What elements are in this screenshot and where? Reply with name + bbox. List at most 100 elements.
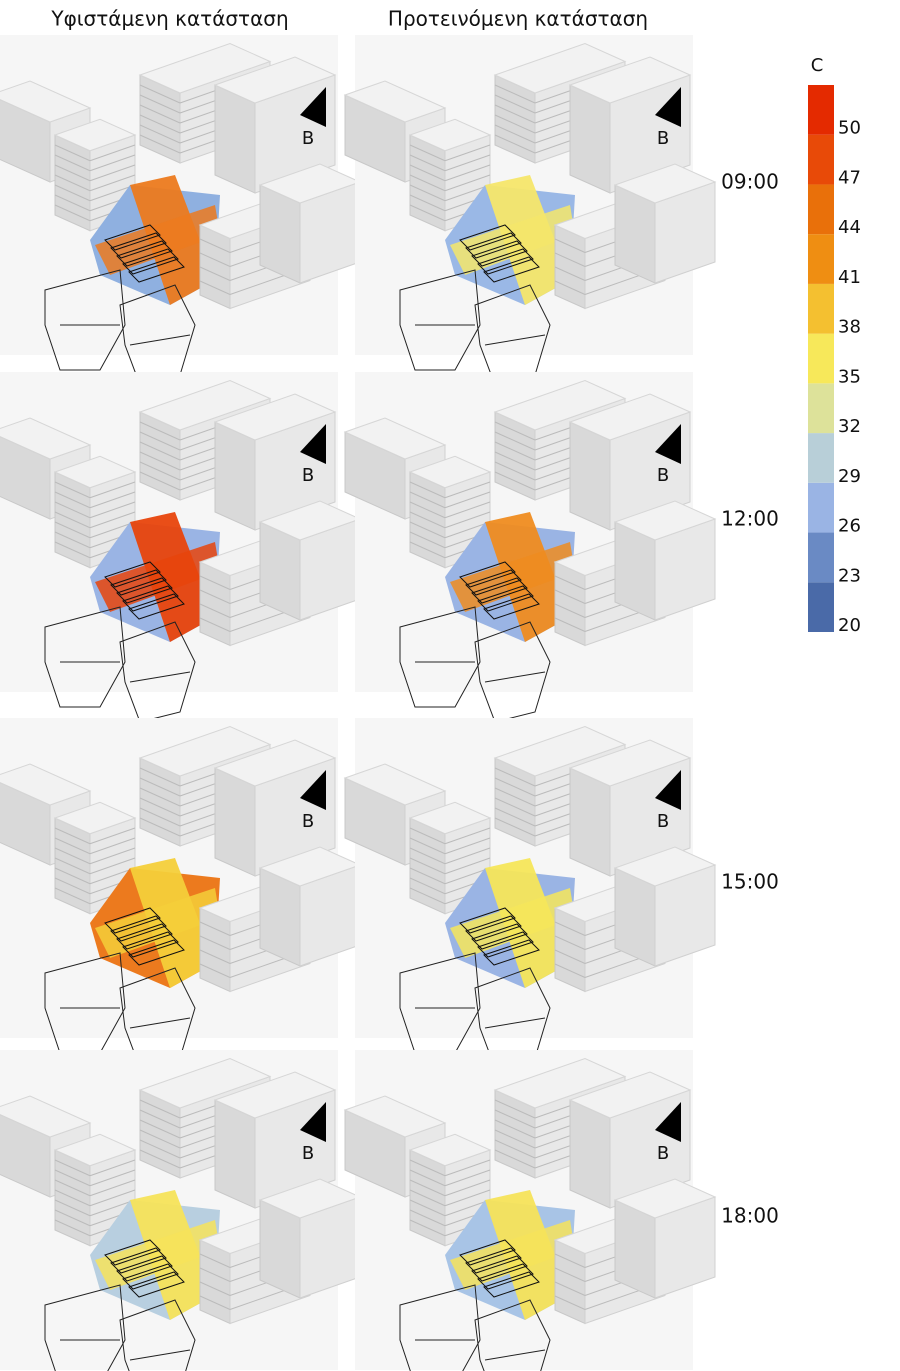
floor-line [409, 1219, 446, 1237]
building-roof [493, 1057, 627, 1109]
legend-tick-label: 20 [838, 615, 861, 636]
wireframe [119, 621, 196, 723]
floor-line [409, 531, 446, 549]
floor-line [139, 134, 181, 154]
pergola-frame [122, 248, 179, 275]
legend-band [808, 333, 834, 384]
floor-line [54, 521, 91, 539]
floor-line [494, 807, 536, 827]
floor-line [199, 589, 231, 604]
heat-main [450, 888, 575, 958]
building-side [569, 421, 611, 531]
building-roof [568, 1071, 692, 1119]
pergola-frame [483, 593, 540, 620]
floor-line [494, 1109, 536, 1129]
legend-tick-label: 35 [838, 366, 861, 387]
floor-line [409, 827, 446, 845]
north-arrow [300, 87, 326, 127]
floor-line [89, 837, 136, 855]
floor-line [409, 204, 446, 222]
floor-line [494, 421, 536, 441]
building-roof [138, 1057, 272, 1109]
floor-line [409, 887, 446, 905]
floor-line [89, 847, 136, 865]
floor-line [444, 174, 491, 192]
pergola-frame [483, 256, 540, 283]
floor-line [89, 1189, 136, 1207]
pergola-frame [459, 224, 516, 251]
legend-title: C [811, 55, 824, 76]
heat-main [95, 205, 220, 275]
legend-tick-label: 26 [838, 516, 861, 537]
floor-line [139, 1149, 181, 1169]
floor-line [199, 949, 231, 964]
floor-line [494, 767, 536, 787]
floor-line [494, 787, 536, 807]
pergola-frame [110, 1247, 167, 1274]
floor-line [444, 867, 491, 885]
floor-line [54, 204, 91, 222]
legend-band [808, 134, 834, 185]
building-side [554, 1239, 586, 1325]
floor-line [139, 461, 181, 481]
legend-band [808, 85, 834, 135]
building-roof [138, 725, 272, 777]
floor-line [54, 194, 91, 212]
floor-line [444, 481, 491, 499]
building-roof [408, 1133, 492, 1167]
floor-line [444, 1169, 491, 1187]
floor-line [494, 1149, 536, 1169]
building-side [199, 561, 231, 647]
floor-line [199, 238, 231, 253]
floor-line [54, 1189, 91, 1207]
floor-line [54, 501, 91, 519]
legend-band [808, 482, 834, 533]
floor-line [54, 1159, 91, 1177]
wireframe [399, 269, 481, 371]
floor-line [554, 575, 586, 590]
floor-line [444, 154, 491, 172]
pergola-frame [465, 1247, 522, 1274]
floor-line [139, 797, 181, 817]
floor-line [494, 1139, 536, 1159]
floor-line [199, 1281, 231, 1296]
wireframe [44, 606, 126, 708]
wireframe [484, 1349, 546, 1361]
wireframe [474, 621, 551, 723]
wireframe [484, 671, 546, 683]
floor-line [139, 114, 181, 134]
floor-line [89, 154, 136, 172]
pergola-frame [104, 1239, 161, 1266]
floor-line [409, 481, 446, 499]
floor-line [89, 511, 136, 529]
floor-line [139, 104, 181, 124]
wireframe [129, 1017, 191, 1029]
column-header: Υφιστάμενη κατάσταση [50, 7, 288, 31]
north-arrow [655, 1102, 681, 1142]
floor-line [409, 164, 446, 182]
legend-tick-label: 50 [838, 118, 861, 139]
pergola-frame [116, 240, 173, 267]
building-roof [568, 56, 692, 104]
legend-tick-label: 32 [838, 416, 861, 437]
floor-line [199, 935, 231, 950]
building-roof [613, 500, 717, 541]
building-side [199, 907, 231, 993]
floor-line [89, 501, 136, 519]
wireframe [474, 1299, 551, 1371]
floor-line [199, 921, 231, 936]
pergola-frame [483, 939, 540, 966]
floor-line [89, 491, 136, 509]
building-side [214, 767, 256, 877]
floor-line [199, 252, 231, 267]
panel: B [343, 35, 717, 386]
floor-line [139, 441, 181, 461]
building-roof [493, 42, 627, 94]
floor-line [409, 541, 446, 559]
floor-line [89, 184, 136, 202]
floor-line [89, 867, 136, 885]
floor-line [54, 1209, 91, 1227]
floor-line [89, 164, 136, 182]
floor-line [54, 1219, 91, 1237]
